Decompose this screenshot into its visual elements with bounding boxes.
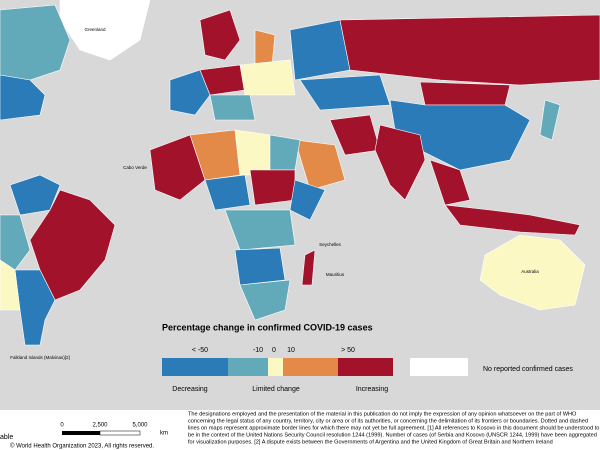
southeast-asia	[429, 159, 471, 206]
disclaimer-line: The designations employed and the presen…	[188, 411, 577, 417]
legend-title: Percentage change in confirmed COVID-19 …	[162, 322, 373, 332]
scale-label: 2,500	[92, 423, 108, 429]
countries	[0, 0, 600, 346]
disclaimer-line: concerning the legal status of any count…	[188, 418, 588, 424]
cut-label: able	[0, 434, 13, 441]
scale-label: 0	[60, 423, 64, 429]
brazil	[29, 189, 116, 301]
legend-swatch	[338, 358, 393, 376]
legend-swatch	[228, 358, 268, 376]
india	[374, 124, 426, 201]
west-africa	[149, 134, 206, 201]
place-label: Seychelles	[319, 242, 342, 247]
place-label: Mauritius	[326, 272, 345, 277]
australia	[479, 234, 586, 311]
canada	[0, 4, 71, 81]
scale-seg	[62, 431, 100, 435]
scandinavia	[199, 9, 241, 61]
peru	[0, 214, 31, 271]
legend-swatch	[283, 358, 338, 376]
west-russia	[289, 19, 351, 81]
legend-break: < -50	[192, 347, 208, 354]
scale-label: 5,000	[132, 423, 148, 429]
indonesia	[444, 204, 581, 236]
east-europe	[239, 59, 296, 96]
congo	[224, 209, 296, 251]
disclaimer-line: lines on maps represent approximate bord…	[188, 425, 599, 431]
saudi-arabia	[294, 139, 346, 191]
disclaimer-line: for visualization purposes. [2] A disput…	[188, 439, 553, 445]
legend-break: -10	[253, 347, 263, 354]
legend-group: Limited change	[252, 386, 300, 393]
legend-group: Decreasing	[172, 386, 208, 393]
copyright: © World Health Organization 2023, All ri…	[10, 443, 154, 450]
legend-swatch	[162, 358, 228, 376]
mongolia	[419, 81, 511, 106]
madagascar	[301, 249, 316, 286]
japan	[539, 99, 561, 141]
legend-break: > 50	[341, 347, 355, 354]
libya	[234, 129, 271, 176]
russia	[339, 14, 600, 86]
west-europe	[169, 69, 211, 116]
legend-swatch	[410, 358, 468, 376]
ethiopia	[289, 179, 326, 221]
disclaimer-line: be in the context of the United Nations …	[188, 432, 597, 438]
finland	[254, 29, 276, 66]
balkans	[209, 94, 256, 121]
south-africa	[239, 279, 291, 321]
place-label: Cabo Verde	[123, 165, 147, 170]
legend: Percentage change in confirmed COVID-19 …	[162, 322, 573, 393]
usa	[0, 74, 46, 121]
legend-group: Increasing	[356, 386, 388, 393]
colombia	[9, 174, 61, 216]
sahel	[204, 174, 251, 211]
kazakhstan	[299, 74, 391, 111]
bolivia	[0, 259, 21, 311]
argentina	[14, 269, 56, 346]
scale-seg	[99, 430, 141, 436]
sudan	[249, 169, 296, 206]
legend-label: No reported confirmed cases	[483, 366, 573, 373]
legend-swatch	[268, 358, 283, 376]
scale-bar	[62, 430, 141, 436]
place-label: Australia	[521, 269, 539, 274]
scale-unit: km	[160, 431, 168, 437]
footer-bg	[0, 410, 600, 450]
place-label: Greenland	[84, 27, 106, 32]
legend-break: 0	[272, 347, 276, 354]
legend-break: 10	[287, 347, 295, 354]
place-label: Falkland Islands (Malvinas)[2]	[10, 355, 70, 360]
angola	[234, 247, 286, 286]
egypt	[269, 134, 301, 171]
